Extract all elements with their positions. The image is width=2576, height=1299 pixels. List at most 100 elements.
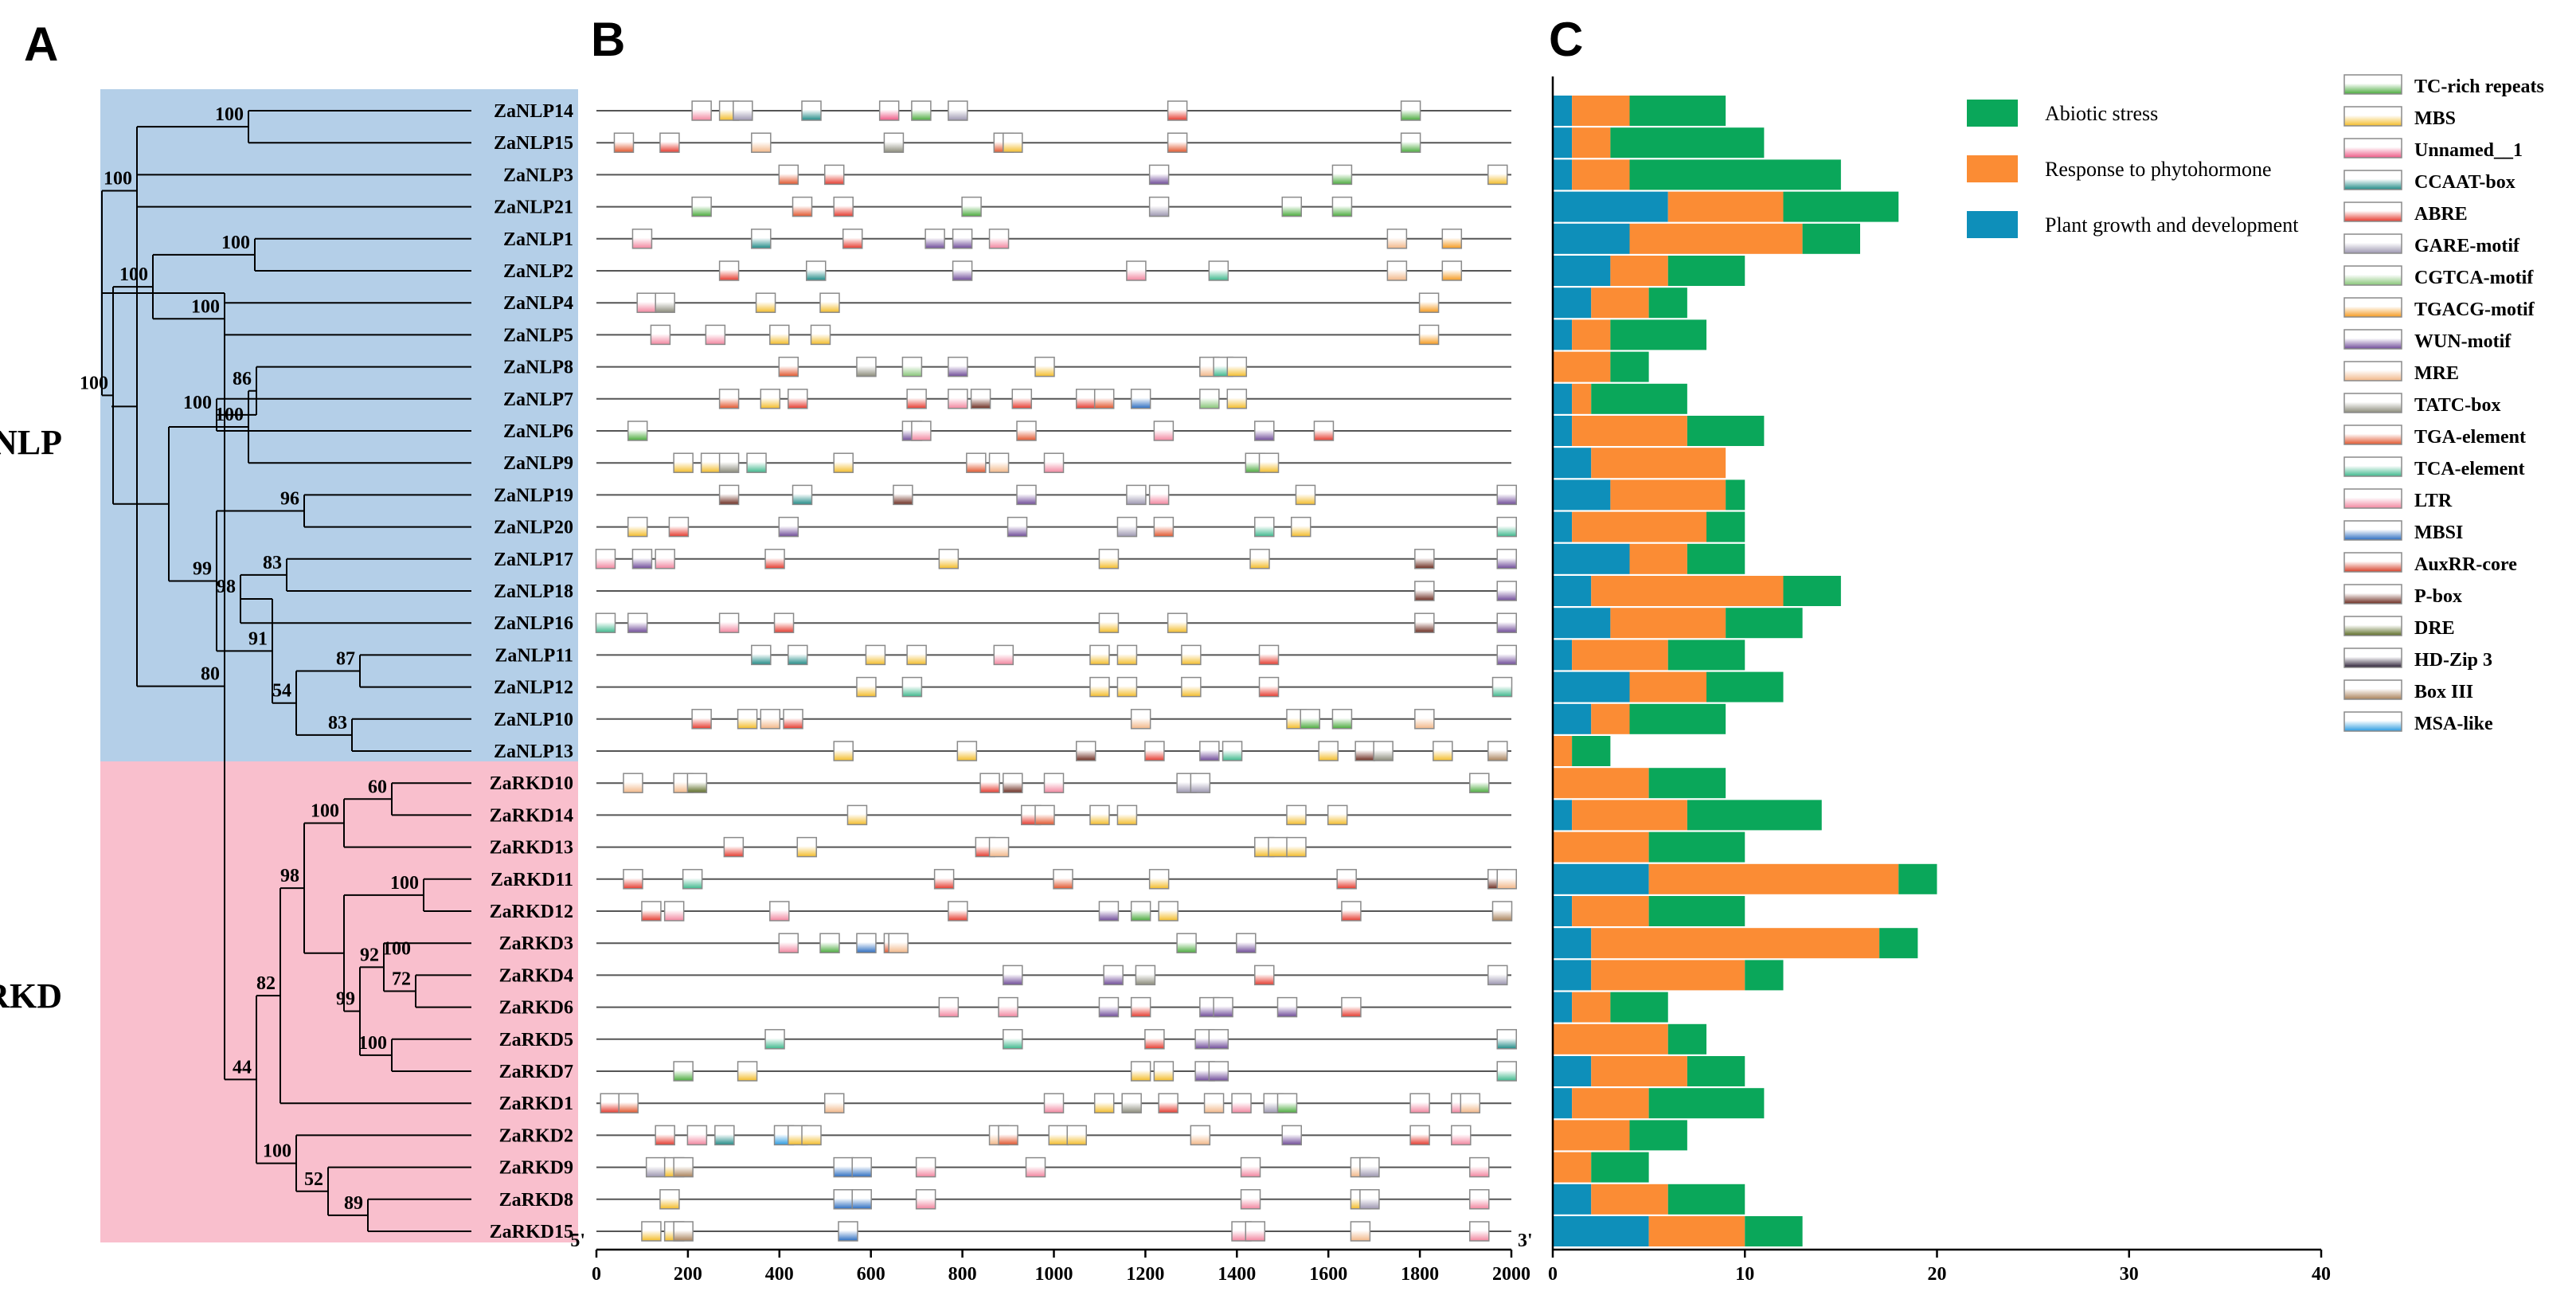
bar-response-to-phytohormone (1572, 416, 1687, 446)
legend-swatch (2343, 616, 2402, 636)
cis-element-gare-motif (1359, 1156, 1380, 1178)
cis-element-ltr (1240, 1189, 1261, 1210)
bar-abiotic-stress (1687, 800, 1822, 831)
bootstrap-label: 89 (344, 1193, 363, 1214)
cis-element-mbs (1249, 549, 1270, 569)
cis-element-tc-rich-repeats (1331, 196, 1353, 217)
gene-label: ZaNLP19 (494, 485, 573, 506)
cis-element-mbs (1116, 644, 1138, 666)
cis-element-abre (1158, 1093, 1179, 1113)
legend-swatch (2343, 170, 2402, 190)
bar-response-to-phytohormone (1572, 96, 1630, 126)
cis-element-mre (1496, 869, 1518, 890)
cis-element-mbsi (856, 933, 877, 953)
bar-response-to-phytohormone (1648, 1216, 1745, 1246)
cis-element-tc-rich-repeats (1300, 709, 1320, 730)
bar-abiotic-stress (1648, 831, 1745, 863)
bar-response-to-phytohormone (1648, 863, 1899, 894)
cis-element-p-box (718, 484, 740, 506)
cis-element-box-iii (673, 1156, 694, 1178)
cis-element-abre (691, 709, 712, 730)
bar-abiotic-stress (1648, 1088, 1765, 1119)
cis-element-tga-element (1016, 421, 1037, 441)
bar-abiotic-stress (1726, 479, 1745, 511)
legend-swatch (2343, 202, 2402, 222)
cis-element-abre (1341, 996, 1362, 1018)
cis-element-mbs (769, 324, 790, 346)
bar-abiotic-stress (1726, 608, 1803, 639)
gene-label: ZaNLP18 (494, 581, 573, 602)
cis-element-wun-motif (1496, 549, 1518, 569)
cis-element-ccaat-box (806, 260, 827, 281)
bar-plant-growth-and-development (1553, 511, 1573, 542)
cis-element-box-iii (1487, 741, 1508, 761)
bar-response-to-phytohormone (1667, 191, 1784, 222)
cis-element-mbs (1003, 132, 1023, 153)
legend-swatch (2343, 233, 2402, 254)
cis-element-abre (788, 389, 808, 409)
bar-plant-growth-and-development (1553, 319, 1573, 350)
bar-response-to-phytohormone (1591, 288, 1649, 319)
gene-label: ZaRKD8 (499, 1190, 573, 1211)
bar-response-to-phytohormone (1572, 1088, 1649, 1119)
bar-abiotic-stress (1802, 223, 1860, 254)
cis-element-tga-element (613, 132, 635, 153)
cis-element-tc-rich-repeats (1469, 773, 1490, 793)
cis-element-ltr (1469, 1156, 1490, 1178)
cis-element-ltr (1153, 421, 1175, 441)
cis-element-p-box (1414, 549, 1435, 569)
cis-element-mre (1386, 260, 1408, 281)
bootstrap-label: 100 (119, 264, 148, 285)
legend-swatch (2343, 265, 2402, 286)
cis-element-mbs (1093, 1093, 1115, 1113)
bar-response-to-phytohormone (1553, 1152, 1592, 1183)
bar-plant-growth-and-development (1553, 576, 1592, 606)
legend-swatch (2343, 361, 2402, 381)
cis-element-p-box (1414, 612, 1435, 633)
legend-label: ABRE (2414, 204, 2468, 225)
gene-label: ZaRKD6 (499, 998, 573, 1019)
cis-element-mbs (1226, 356, 1248, 378)
cis-element-mre (888, 933, 909, 953)
cis-element-p-box (1414, 581, 1435, 601)
legend-swatch (2343, 552, 2402, 573)
cis-element-tatc-box (883, 132, 905, 153)
cis-element-ltr (595, 549, 616, 569)
cis-element-abre (783, 709, 803, 730)
cis-element-ltr (1245, 1221, 1266, 1242)
cis-element-tga-element (1093, 389, 1115, 409)
cis-element-tc-rich-repeats (961, 196, 982, 217)
bar-abiotic-stress (1706, 511, 1745, 542)
bar-abiotic-stress (1648, 896, 1745, 926)
legend-label: DRE (2414, 618, 2455, 639)
legend-label: P-box (2414, 586, 2462, 607)
legend-swatch (2343, 74, 2402, 95)
bar-abiotic-stress (1667, 1023, 1706, 1054)
cis-element-mbs (938, 549, 960, 569)
cis-element-gare-motif (1190, 773, 1211, 793)
c-x-tick-label: 40 (2312, 1264, 2331, 1285)
cis-element-abre (1258, 644, 1280, 666)
cis-element-mre (823, 1093, 845, 1113)
cis-element-ltr (1043, 1093, 1065, 1113)
bar-response-to-phytohormone (1572, 383, 1592, 414)
three-prime-label: 3' (1518, 1231, 1533, 1251)
gene-label: ZaNLP3 (503, 165, 573, 186)
cis-element-mbs (1089, 676, 1110, 698)
cis-element-abre (659, 132, 680, 153)
bar-response-to-phytohormone (1572, 127, 1611, 158)
cis-element-tatc-box (655, 292, 675, 313)
bar-plant-growth-and-development (1553, 159, 1573, 190)
cis-element-ltr (1148, 484, 1170, 506)
cis-element-abre (641, 901, 662, 921)
gene-label: ZaRKD11 (491, 870, 573, 890)
gene-label: ZaRKD2 (499, 1125, 573, 1146)
cis-element-mbs (1433, 741, 1453, 761)
legend-label: MSA-like (2414, 714, 2493, 734)
cis-element-mbs (1181, 676, 1202, 698)
bootstrap-label: 100 (80, 373, 108, 393)
bootstrap-label: 82 (256, 973, 276, 994)
bootstrap-label: 100 (263, 1141, 291, 1162)
gene-label: ZaNLP6 (503, 421, 573, 442)
cis-element-tga-element (1167, 132, 1188, 153)
